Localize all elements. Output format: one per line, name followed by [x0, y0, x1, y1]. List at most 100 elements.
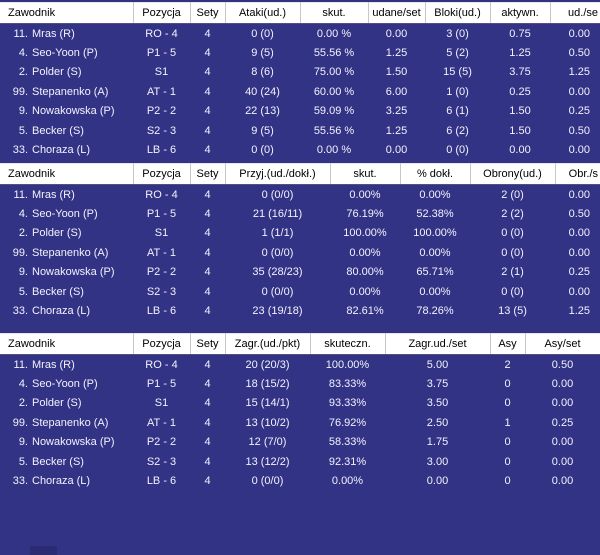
- stat-cell: S2 - 3: [146, 455, 177, 468]
- stat-cell: 6 (1): [446, 105, 469, 118]
- table-row[interactable]: 99. Stepanenko (A) AT - 1 4 0 (0/0) 0.00% 0.00…: [0, 243, 600, 263]
- stat-cell: 0.00: [568, 227, 590, 240]
- jersey-number: 4.: [18, 207, 28, 220]
- jersey-number: 33.: [12, 475, 28, 488]
- jersey-number: 9.: [18, 436, 28, 449]
- stat-cell: 0.25: [551, 416, 574, 429]
- player-name-cell: 11. Mras (R): [0, 185, 133, 205]
- player-name-cell: 4. Seo-Yoon (P): [0, 43, 133, 63]
- table-row[interactable]: 9. Nowakowska (P) P2 - 2 4 22 (13) 59.09 % 3.2…: [0, 102, 600, 122]
- table-row[interactable]: 5. Becker (S) S2 - 3 4 0 (0/0) 0.00% 0.00% 0 (0…: [0, 282, 600, 302]
- stat-cell: 22 (13): [245, 105, 280, 118]
- stat-cell: P1 - 5: [146, 46, 177, 59]
- stat-cell: P2 - 2: [146, 436, 177, 449]
- stat-cell: 4: [204, 358, 211, 371]
- stat-cell: 0.00%: [349, 188, 381, 201]
- player-name: Stepanenko (A): [32, 416, 109, 429]
- table-row[interactable]: 33. Choraza (L) LB - 6 4 0 (0) 0.00 % 0.00 0 (0…: [0, 141, 600, 161]
- column-header[interactable]: Obrony(ud.): [470, 163, 556, 185]
- stat-cell: 100.00%: [343, 227, 387, 240]
- stat-cell: 3.25: [385, 105, 408, 118]
- column-header[interactable]: Zagr.(ud./pkt): [225, 333, 311, 355]
- stat-cell: 0.00: [551, 377, 574, 390]
- table-row[interactable]: 4. Seo-Yoon (P) P1 - 5 4 21 (16/11) 76.19% 52.…: [0, 204, 600, 224]
- column-header[interactable]: skuteczn.: [310, 333, 386, 355]
- jersey-number: 5.: [18, 124, 28, 137]
- stat-cell: RO - 4: [145, 188, 178, 201]
- player-name-cell: 99. Stepanenko (A): [0, 413, 133, 433]
- column-header[interactable]: Bloki(ud.): [425, 2, 491, 24]
- table-row[interactable]: 4. Seo-Yoon (P) P1 - 5 4 9 (5) 55.56 % 1.25 5 (…: [0, 43, 600, 63]
- column-header[interactable]: Pozycja: [133, 2, 191, 24]
- stat-cell: 0.00: [509, 144, 531, 157]
- column-header[interactable]: Asy/set: [525, 333, 600, 355]
- table-row[interactable]: 5. Becker (S) S2 - 3 4 9 (5) 55.56 % 1.25 6 (2)…: [0, 121, 600, 141]
- column-header[interactable]: ud./se: [550, 2, 600, 24]
- stat-cell: 55.56 %: [313, 46, 355, 59]
- stat-cell: 3.75: [426, 377, 449, 390]
- stat-cell: 9 (5): [251, 46, 274, 59]
- stat-cell: 0: [504, 397, 511, 410]
- column-header[interactable]: Przyj.(ud./dokł.): [225, 163, 331, 185]
- stat-cell: 0.00: [568, 246, 590, 259]
- stat-cell: 0.50: [551, 358, 574, 371]
- column-header[interactable]: Zagr.ud./set: [385, 333, 491, 355]
- player-name: Mras (R): [32, 358, 75, 371]
- column-header[interactable]: Pozycja: [133, 333, 191, 355]
- column-header[interactable]: Obr./s: [555, 163, 600, 185]
- stat-cell: 80.00%: [346, 266, 384, 279]
- stat-cell: 60.00 %: [313, 85, 355, 98]
- stat-cell: 4: [204, 377, 211, 390]
- stat-cell: 4: [204, 46, 211, 59]
- column-header[interactable]: udane/set: [368, 2, 426, 24]
- jersey-number: 99.: [12, 246, 28, 259]
- stat-cell: 23 (19/18): [252, 305, 303, 318]
- player-name: Choraza (L): [32, 475, 91, 488]
- table-row[interactable]: 5. Becker (S) S2 - 3 4 13 (12/2) 92.31% 3.00 0 0…: [0, 452, 600, 472]
- column-header[interactable]: Ataki(ud.): [225, 2, 301, 24]
- column-header[interactable]: skut.: [300, 2, 369, 24]
- stat-cell: 0: [504, 377, 511, 390]
- serve-table-body: 11. Mras (R) RO - 4 4 20 (20/3) 100.00% 5.00 2 0…: [0, 355, 600, 492]
- stat-cell: 1.25: [385, 46, 408, 59]
- table-row[interactable]: 11. Mras (R) RO - 4 4 0 (0) 0.00 % 0.00 3 (0) 0.…: [0, 24, 600, 44]
- column-header[interactable]: Zawodnik: [0, 163, 134, 185]
- table-row[interactable]: 2. Polder (S) S1 4 8 (6) 75.00 % 1.50 15 (5) 3.7…: [0, 63, 600, 83]
- table-row[interactable]: 11. Mras (R) RO - 4 4 0 (0/0) 0.00% 0.00% 2 (0)…: [0, 185, 600, 205]
- stat-cell: 4: [204, 227, 211, 240]
- stat-cell: 0.00: [551, 397, 574, 410]
- stat-cell: 1: [504, 416, 511, 429]
- column-header[interactable]: Sety: [190, 2, 226, 24]
- column-header[interactable]: skut.: [330, 163, 401, 185]
- stat-cell: 0.50: [568, 124, 590, 137]
- column-header[interactable]: Zawodnik: [0, 2, 134, 24]
- stat-cell: 0 (0/0): [261, 246, 294, 259]
- table-row[interactable]: 9. Nowakowska (P) P2 - 2 4 35 (28/23) 80.00% 6…: [0, 263, 600, 283]
- stat-cell: 0.75: [509, 27, 531, 40]
- column-header[interactable]: Asy: [490, 333, 526, 355]
- table-row[interactable]: 33. Choraza (L) LB - 6 4 23 (19/18) 82.61% 78.…: [0, 302, 600, 322]
- table-row[interactable]: 2. Polder (S) S1 4 1 (1/1) 100.00% 100.00% 0 (0…: [0, 224, 600, 244]
- column-header[interactable]: % dokł.: [400, 163, 471, 185]
- table-row[interactable]: 9. Nowakowska (P) P2 - 2 4 12 (7/0) 58.33% 1.7…: [0, 433, 600, 453]
- table-row[interactable]: 4. Seo-Yoon (P) P1 - 5 4 18 (15/2) 83.33% 3.75…: [0, 374, 600, 394]
- column-header[interactable]: Zawodnik: [0, 333, 134, 355]
- stat-cell: LB - 6: [146, 144, 177, 157]
- table-row[interactable]: 2. Polder (S) S1 4 15 (14/1) 93.33% 3.50 0 0.00: [0, 394, 600, 414]
- column-header[interactable]: Sety: [190, 163, 226, 185]
- table-row[interactable]: 11. Mras (R) RO - 4 4 20 (20/3) 100.00% 5.00 2 0…: [0, 355, 600, 375]
- bottom-window-fragment: [30, 546, 57, 555]
- stat-cell: 4: [204, 144, 211, 157]
- jersey-number: 9.: [18, 266, 28, 279]
- table-row[interactable]: 99. Stepanenko (A) AT - 1 4 13 (10/2) 76.92% 2…: [0, 413, 600, 433]
- player-name: Choraza (L): [32, 144, 91, 157]
- column-header[interactable]: Pozycja: [133, 163, 191, 185]
- stat-cell: 0 (0): [501, 227, 524, 240]
- column-header[interactable]: aktywn.: [490, 2, 551, 24]
- table-row[interactable]: 33. Choraza (L) LB - 6 4 0 (0/0) 0.00% 0.00 0 0.…: [0, 472, 600, 492]
- jersey-number: 5.: [18, 455, 28, 468]
- table-row[interactable]: 99. Stepanenko (A) AT - 1 4 40 (24) 60.00 % 6.…: [0, 82, 600, 102]
- stat-cell: 13 (5): [498, 305, 527, 318]
- column-header[interactable]: Sety: [190, 333, 226, 355]
- jersey-number: 4.: [18, 46, 28, 59]
